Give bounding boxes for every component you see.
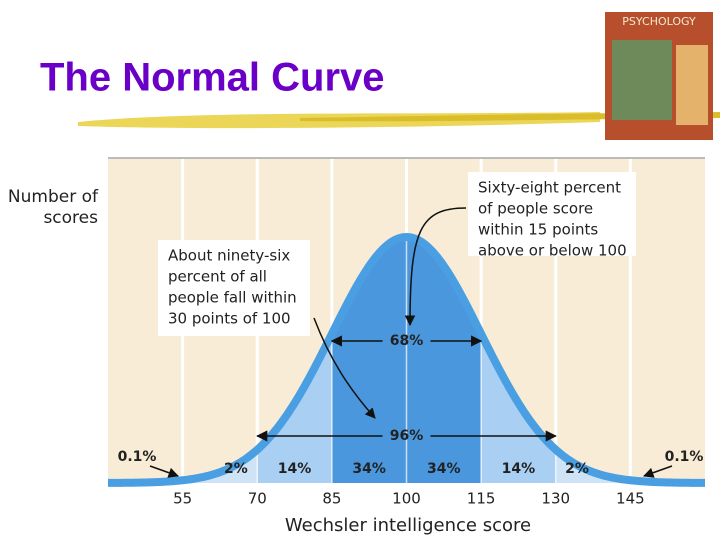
normal-curve [105, 233, 708, 487]
annotation-text: within 15 points [478, 221, 598, 239]
value-label: 14% [278, 461, 312, 477]
range-label: 68% [390, 333, 424, 349]
value-label: 2% [224, 461, 248, 477]
cover-art [676, 45, 708, 125]
annotation-text: of people score [478, 200, 593, 218]
range-label: 96% [390, 428, 424, 444]
cover-title: PSYCHOLOGY [622, 15, 696, 28]
value-label: 0.1% [665, 449, 704, 465]
x-tick-label: 85 [322, 490, 341, 508]
x-tick-label: 100 [392, 490, 421, 508]
area-segment [555, 449, 631, 483]
annotation-text: percent of all [168, 268, 267, 286]
value-label: 14% [502, 461, 536, 477]
x-axis-label: Wechsler intelligence score [285, 515, 531, 536]
y-axis-label: scores [43, 208, 98, 228]
annotation-pointer [313, 317, 376, 419]
cover-art [612, 40, 672, 120]
x-tick-label: 70 [248, 490, 267, 508]
tail-pointer [643, 465, 673, 478]
annotation-box [158, 240, 310, 336]
annotation-pointer [404, 207, 467, 327]
annotation-box [468, 172, 636, 256]
annotation-text: 30 points of 100 [168, 310, 291, 328]
area-segment [182, 449, 258, 483]
chart: 55 70 85 100 115 130 145 0.1% 2% 14% 34% 34% 14% 2% 0.… [8, 157, 708, 536]
annotation-text: above or below 100 [478, 242, 627, 260]
x-tick-label: 55 [173, 490, 192, 508]
annotation-text: people fall within [168, 289, 297, 307]
x-tick-label: 145 [616, 490, 645, 508]
y-axis-label: Number of [8, 187, 99, 207]
value-label: 34% [427, 461, 461, 477]
x-tick-label: 130 [541, 490, 570, 508]
value-label: 2% [565, 461, 589, 477]
tail-pointer [149, 465, 179, 478]
value-label: 34% [352, 461, 386, 477]
annotation-text: About ninety-six [168, 247, 290, 265]
annotation-text: Sixty-eight percent [478, 179, 621, 197]
x-tick-label: 115 [467, 490, 496, 508]
value-label: 0.1% [118, 449, 157, 465]
slide-title: The Normal Curve [40, 56, 385, 100]
